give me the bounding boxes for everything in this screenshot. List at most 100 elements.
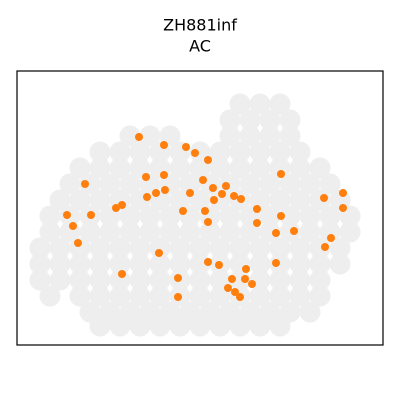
spot xyxy=(249,141,271,163)
spot xyxy=(149,237,171,259)
spot xyxy=(289,141,311,163)
spot xyxy=(209,315,231,337)
highlight-spot xyxy=(160,171,168,179)
spot xyxy=(49,237,71,259)
spot xyxy=(109,237,131,259)
highlight-spot xyxy=(199,176,207,184)
spot xyxy=(319,221,341,243)
spot xyxy=(139,125,161,147)
plot-area xyxy=(29,93,361,337)
spot xyxy=(309,237,331,259)
highlight-spot xyxy=(290,227,298,235)
spot xyxy=(119,205,141,227)
spot xyxy=(299,301,321,323)
spot xyxy=(109,253,131,275)
spot xyxy=(139,205,161,227)
spot xyxy=(259,173,281,195)
spot xyxy=(249,285,271,307)
spot xyxy=(89,141,111,163)
spot xyxy=(99,173,121,195)
highlight-spot xyxy=(179,207,187,215)
spot xyxy=(259,221,281,243)
spot xyxy=(329,237,351,259)
highlight-spot xyxy=(182,143,190,151)
spot xyxy=(239,221,261,243)
highlight-spot xyxy=(74,239,82,247)
highlight-spot xyxy=(339,204,347,212)
spot xyxy=(159,221,181,243)
spot xyxy=(249,189,271,211)
spot xyxy=(169,237,191,259)
spot xyxy=(229,93,251,115)
spot xyxy=(279,125,301,147)
spot xyxy=(89,253,111,275)
spot xyxy=(149,253,171,275)
spot xyxy=(89,315,111,337)
spot xyxy=(189,189,211,211)
highlight-spot xyxy=(174,293,182,301)
highlight-spot xyxy=(186,189,194,197)
spot xyxy=(169,253,191,275)
highlight-spot xyxy=(142,173,150,181)
spot xyxy=(89,269,111,291)
spot xyxy=(229,237,251,259)
highlight-spot xyxy=(230,192,238,200)
highlight-spot xyxy=(161,186,169,194)
highlight-spot xyxy=(218,190,226,198)
spot xyxy=(289,237,311,259)
spot xyxy=(309,157,331,179)
spot xyxy=(209,157,231,179)
highlight-spot xyxy=(248,280,256,288)
spot xyxy=(79,173,101,195)
highlight-spot xyxy=(236,293,244,301)
highlight-spot xyxy=(327,234,335,242)
spot xyxy=(319,205,341,227)
spot xyxy=(79,221,101,243)
spot xyxy=(109,315,131,337)
spot xyxy=(189,269,211,291)
spot xyxy=(89,285,111,307)
spot xyxy=(129,237,151,259)
spot xyxy=(59,173,81,195)
spot xyxy=(259,125,281,147)
spot xyxy=(169,189,191,211)
spot xyxy=(309,285,331,307)
spot xyxy=(339,221,361,243)
spot xyxy=(189,237,211,259)
spot xyxy=(209,237,231,259)
spot xyxy=(299,173,321,195)
spot xyxy=(89,189,111,211)
spot xyxy=(289,253,311,275)
spot xyxy=(169,157,191,179)
spot xyxy=(129,285,151,307)
spot xyxy=(229,157,251,179)
spot xyxy=(249,315,271,337)
spot xyxy=(139,221,161,243)
spot xyxy=(39,221,61,243)
spot xyxy=(209,141,231,163)
spot xyxy=(269,315,291,337)
highlight-spot xyxy=(277,170,285,178)
spot xyxy=(119,173,141,195)
spot xyxy=(259,205,281,227)
highlight-spot xyxy=(204,218,212,226)
highlight-spot xyxy=(272,229,280,237)
highlight-spot xyxy=(69,222,77,230)
spot xyxy=(269,189,291,211)
spot xyxy=(29,269,51,291)
spot xyxy=(219,205,241,227)
highlight-spot xyxy=(241,275,249,283)
spot xyxy=(249,237,271,259)
spot xyxy=(289,157,311,179)
spot xyxy=(109,157,131,179)
spot xyxy=(109,141,131,163)
highlight-spot xyxy=(143,193,151,201)
spot xyxy=(189,315,211,337)
highlight-spot xyxy=(112,204,120,212)
spot xyxy=(129,269,151,291)
spot xyxy=(279,221,301,243)
spot xyxy=(159,205,181,227)
spot xyxy=(149,315,171,337)
highlight-spot xyxy=(118,201,126,209)
spot xyxy=(219,221,241,243)
